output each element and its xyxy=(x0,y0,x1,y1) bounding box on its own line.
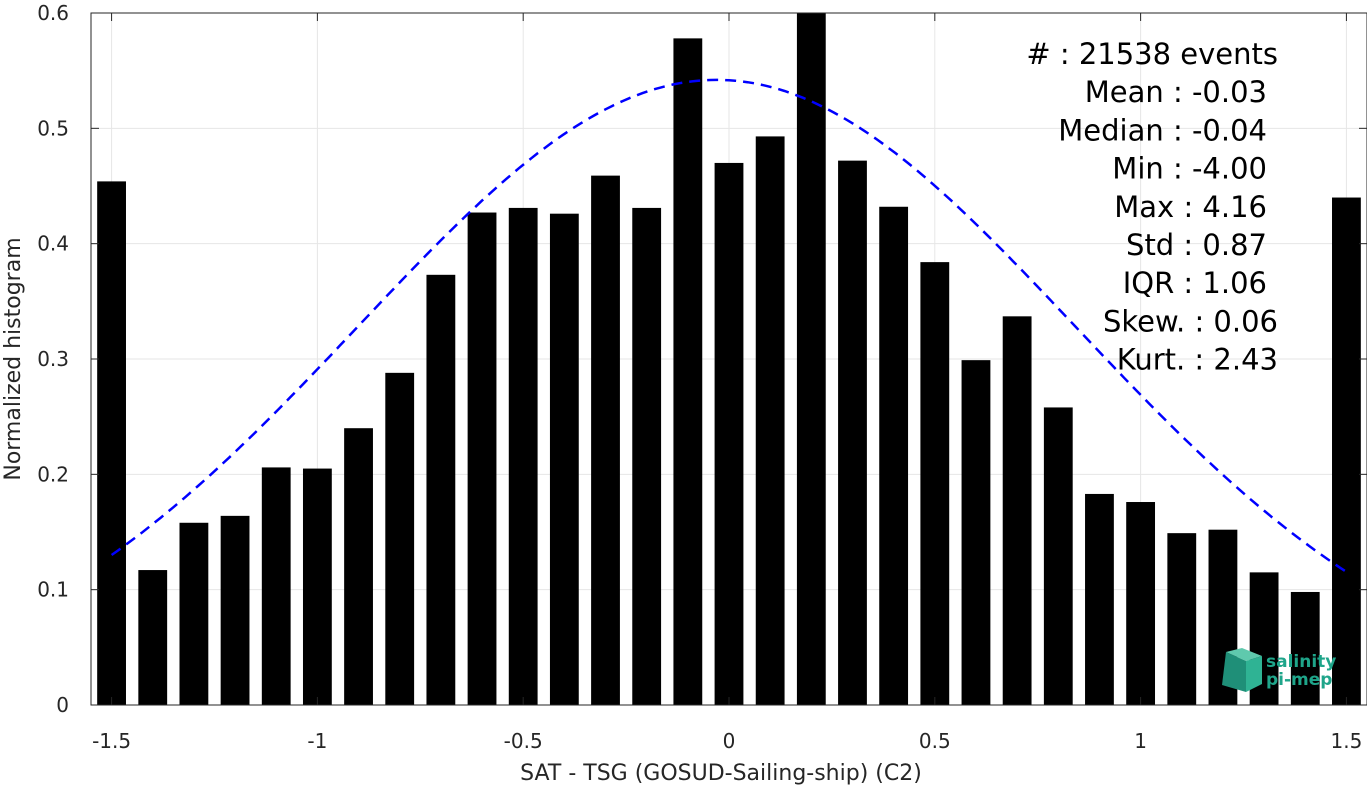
bar-9 xyxy=(467,212,497,705)
stat-line-7: Skew. : 0.06 xyxy=(1103,304,1278,338)
x-tick-label-6: 1.5 xyxy=(1331,729,1363,753)
bar-13 xyxy=(632,207,662,705)
bars xyxy=(97,13,1361,706)
bar-26 xyxy=(1167,533,1197,705)
y-tick-label-4: 0.4 xyxy=(37,232,69,256)
stat-line-6: IQR : 1.06 xyxy=(1123,266,1267,300)
normal-fit-curve xyxy=(110,78,1348,573)
stat-line-8: Kurt. : 2.43 xyxy=(1117,343,1278,377)
logo-line1: salinity xyxy=(1266,652,1336,672)
salinity-pi-mep-logo: salinity pi-mep xyxy=(1222,648,1336,692)
bar-5 xyxy=(302,468,332,705)
bar-18 xyxy=(838,160,867,706)
axis-ticks xyxy=(91,12,1367,706)
x-tick-label-2: -0.5 xyxy=(504,729,543,753)
y-tick-label-6: 0.6 xyxy=(37,1,69,25)
y-tick-label-5: 0.5 xyxy=(37,116,69,140)
statistics-annotations: # : 21538 events Mean : -0.03 Median : -0.… xyxy=(1026,37,1278,377)
bar-24 xyxy=(1085,493,1114,705)
x-tick-labels: -1.5 -1 -0.5 0 0.5 1 1.5 xyxy=(92,729,1362,753)
x-tick-label-3: 0 xyxy=(723,729,736,753)
bar-1 xyxy=(138,570,168,705)
bar-17 xyxy=(796,13,826,705)
x-tick-label-5: 1 xyxy=(1134,729,1147,753)
stat-line-2: Median : -0.04 xyxy=(1058,113,1267,147)
x-axis-title: SAT - TSG (GOSUD-Sailing-ship) (C2) xyxy=(520,761,922,786)
stat-line-4: Max : 4.16 xyxy=(1114,190,1267,224)
bar-10 xyxy=(508,207,538,705)
bar-7 xyxy=(385,372,415,705)
bar-14 xyxy=(673,38,703,705)
x-tick-label-1: -1 xyxy=(307,729,327,753)
y-tick-label-3: 0.3 xyxy=(37,347,69,371)
bar-11 xyxy=(549,213,579,705)
bar-16 xyxy=(755,136,785,705)
y-tick-label-0: 0 xyxy=(56,693,69,717)
bar-25 xyxy=(1126,502,1156,705)
bar-23 xyxy=(1043,407,1073,705)
bar-20 xyxy=(920,262,950,705)
y-tick-label-1: 0.1 xyxy=(37,578,69,602)
logo-cube-right xyxy=(1246,656,1262,692)
x-tick-label-4: 0.5 xyxy=(919,729,951,753)
bar-29 xyxy=(1290,591,1320,705)
logo-cube-left xyxy=(1222,652,1246,692)
y-tick-labels: 0 0.1 0.2 0.3 0.4 0.5 0.6 xyxy=(37,1,69,717)
x-tick-label-0: -1.5 xyxy=(92,729,131,753)
y-axis-title: Normalized histogram xyxy=(1,237,26,480)
bar-22 xyxy=(1002,316,1032,705)
bar-0 xyxy=(97,181,126,706)
logo-line2: pi-mep xyxy=(1266,670,1332,690)
bar-4 xyxy=(261,467,291,705)
bar-8 xyxy=(426,274,456,705)
stat-line-3: Min : -4.00 xyxy=(1112,152,1267,186)
bar-15 xyxy=(714,162,744,705)
bar-21 xyxy=(961,360,991,705)
stat-line-5: Std : 0.87 xyxy=(1126,228,1267,262)
stat-line-0: # : 21538 events xyxy=(1026,37,1278,71)
bar-30 xyxy=(1332,197,1361,706)
bar-12 xyxy=(591,175,620,705)
bar-3 xyxy=(220,515,250,705)
logo-cube-top xyxy=(1226,648,1262,661)
y-tick-label-2: 0.2 xyxy=(37,462,69,486)
bar-6 xyxy=(344,428,373,705)
bar-19 xyxy=(879,206,909,705)
stat-line-1: Mean : -0.03 xyxy=(1085,75,1267,109)
bar-2 xyxy=(179,522,209,705)
